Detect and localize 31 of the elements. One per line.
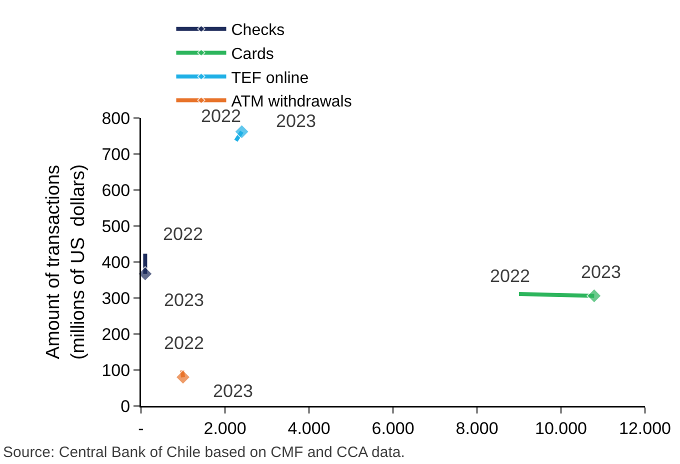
x-tick-label: 8.000 xyxy=(456,418,498,438)
annotation: 2023 xyxy=(164,290,204,310)
annotation: 2023 xyxy=(213,381,254,401)
x-tick-label: 10.000 xyxy=(535,418,587,438)
point xyxy=(234,124,250,140)
x-tick-label: 12.000 xyxy=(619,418,671,438)
point xyxy=(586,288,602,304)
annotation: 2023 xyxy=(276,111,316,131)
annotation: 2023 xyxy=(581,262,622,282)
x-tick-label: 2.000 xyxy=(204,418,246,438)
y-tick-label: 300 xyxy=(102,288,130,308)
annotation: 2022 xyxy=(490,266,530,286)
point xyxy=(138,266,153,282)
source-note: Source: Central Bank of Chile based on CMF and CCA data. xyxy=(3,444,405,461)
y-tick-label: 0 xyxy=(120,396,130,416)
y-tick-label: 500 xyxy=(102,216,130,236)
annotation: 2022 xyxy=(164,333,204,353)
y-tick-label: 200 xyxy=(102,324,130,344)
legend-label: Checks xyxy=(231,22,285,40)
x-tick-label: 6.000 xyxy=(372,418,414,438)
y-tick-label: 800 xyxy=(102,108,130,128)
x-tick-label: - xyxy=(138,418,144,438)
y-tick-label: 400 xyxy=(102,252,130,272)
y-tick-label: 100 xyxy=(102,360,130,380)
y-axis-title: Amount of transactions (millions of US dollars) xyxy=(43,164,89,360)
annotation: 2022 xyxy=(163,224,204,244)
legend-label: Cards xyxy=(231,46,274,63)
y-tick-label: 600 xyxy=(102,180,130,200)
y-tick-label: 700 xyxy=(102,144,130,164)
legend-label: TEF online xyxy=(231,70,309,87)
x-tick-label: 4.000 xyxy=(288,418,330,438)
